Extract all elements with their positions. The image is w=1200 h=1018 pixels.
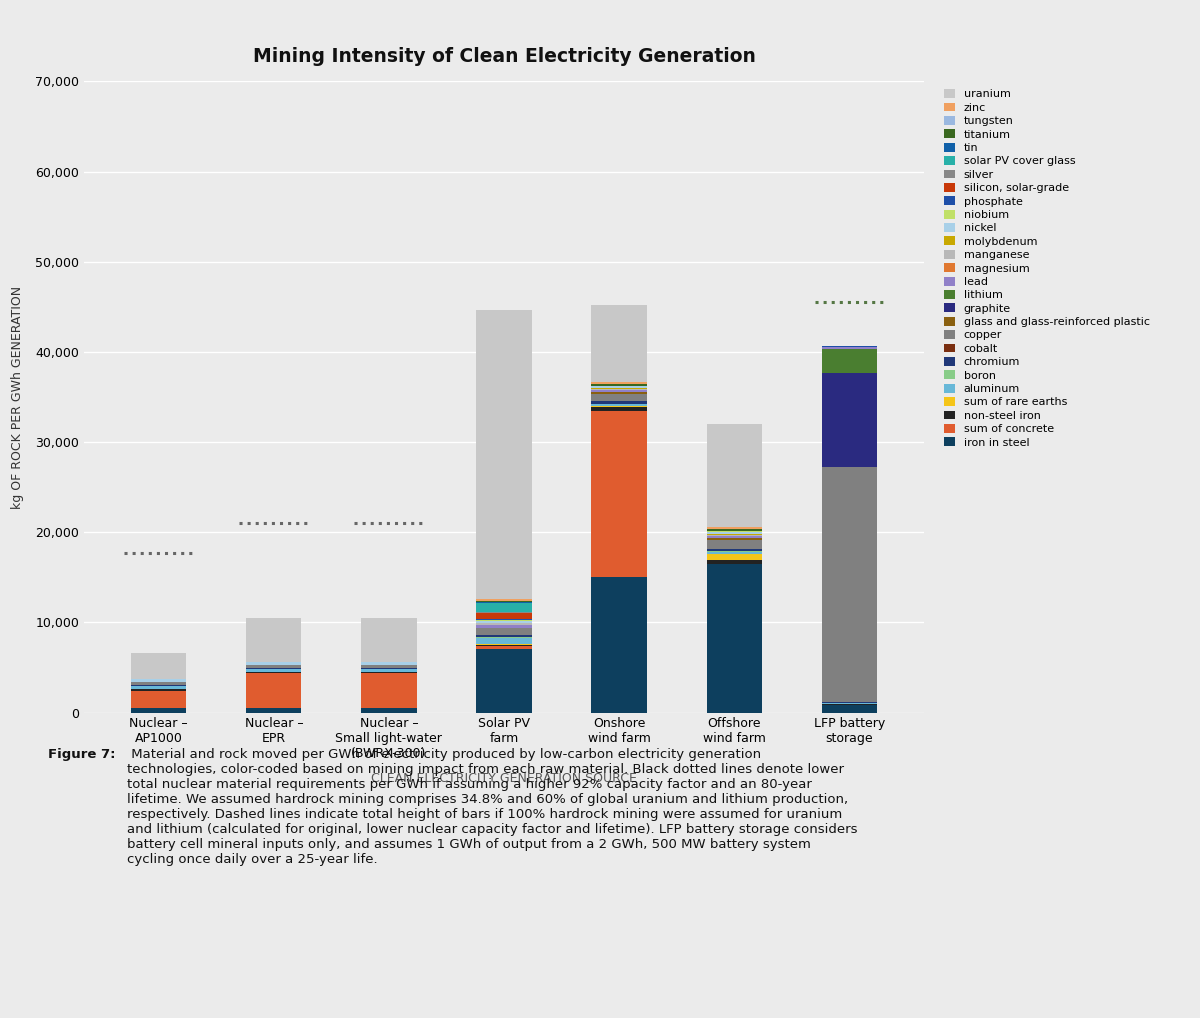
Bar — [361, 618, 416, 662]
Bar — [246, 662, 301, 665]
Bar — [131, 653, 186, 679]
Bar — [822, 373, 877, 467]
Bar — [822, 705, 877, 713]
Bar — [592, 577, 647, 713]
Bar — [707, 564, 762, 713]
Bar — [476, 613, 532, 619]
X-axis label: CLEAN ELECTRICITY GENERATION SOURCE: CLEAN ELECTRICITY GENERATION SOURCE — [371, 772, 637, 785]
Bar — [822, 467, 877, 701]
Bar — [246, 665, 301, 669]
Bar — [476, 635, 532, 637]
Bar — [131, 682, 186, 685]
Bar — [707, 560, 762, 564]
Bar — [476, 646, 532, 649]
Bar — [707, 552, 762, 554]
Bar — [131, 689, 186, 690]
Bar — [592, 384, 647, 386]
Bar — [707, 531, 762, 534]
Bar — [476, 599, 532, 601]
Bar — [707, 423, 762, 527]
Bar — [707, 538, 762, 540]
Bar — [476, 603, 532, 604]
Bar — [361, 673, 416, 708]
Bar — [707, 529, 762, 530]
Bar — [476, 619, 532, 620]
Bar — [592, 407, 647, 410]
Bar — [592, 387, 647, 388]
Bar — [707, 536, 762, 538]
Bar — [246, 672, 301, 673]
Bar — [822, 702, 877, 704]
Bar — [131, 686, 186, 689]
Bar — [361, 662, 416, 665]
Text: Figure 7:: Figure 7: — [48, 748, 115, 761]
Bar — [707, 527, 762, 529]
Bar — [822, 347, 877, 349]
Bar — [361, 672, 416, 673]
Bar — [131, 679, 186, 682]
Bar — [592, 392, 647, 394]
Title: Mining Intensity of Clean Electricity Generation: Mining Intensity of Clean Electricity Ge… — [252, 47, 756, 66]
Bar — [707, 549, 762, 552]
Bar — [592, 410, 647, 577]
Bar — [476, 644, 532, 646]
Bar — [822, 346, 877, 347]
Bar — [707, 540, 762, 549]
Bar — [361, 665, 416, 669]
Bar — [592, 401, 647, 403]
Bar — [476, 310, 532, 599]
Text: Material and rock moved per GWh of electricity produced by low-carbon electricit: Material and rock moved per GWh of elect… — [127, 748, 858, 866]
Bar — [476, 612, 532, 613]
Bar — [131, 690, 186, 708]
Bar — [592, 305, 647, 382]
Bar — [476, 604, 532, 612]
Bar — [822, 349, 877, 373]
Bar — [246, 673, 301, 708]
Bar — [476, 621, 532, 623]
Bar — [592, 404, 647, 406]
Bar — [131, 708, 186, 713]
Bar — [592, 390, 647, 392]
Bar — [476, 602, 532, 603]
Bar — [592, 394, 647, 401]
Bar — [246, 618, 301, 662]
Bar — [476, 623, 532, 624]
Bar — [707, 554, 762, 560]
Y-axis label: kg OF ROCK PER GWh GENERATION: kg OF ROCK PER GWh GENERATION — [11, 285, 24, 509]
Legend: uranium, zinc, tungsten, titanium, tin, solar PV cover glass, silver, silicon, s: uranium, zinc, tungsten, titanium, tin, … — [942, 87, 1152, 450]
Bar — [246, 669, 301, 672]
Bar — [476, 624, 532, 628]
Bar — [361, 708, 416, 713]
Bar — [476, 649, 532, 713]
Bar — [592, 382, 647, 384]
Bar — [246, 708, 301, 713]
Bar — [476, 628, 532, 635]
Bar — [476, 637, 532, 644]
Bar — [361, 669, 416, 672]
